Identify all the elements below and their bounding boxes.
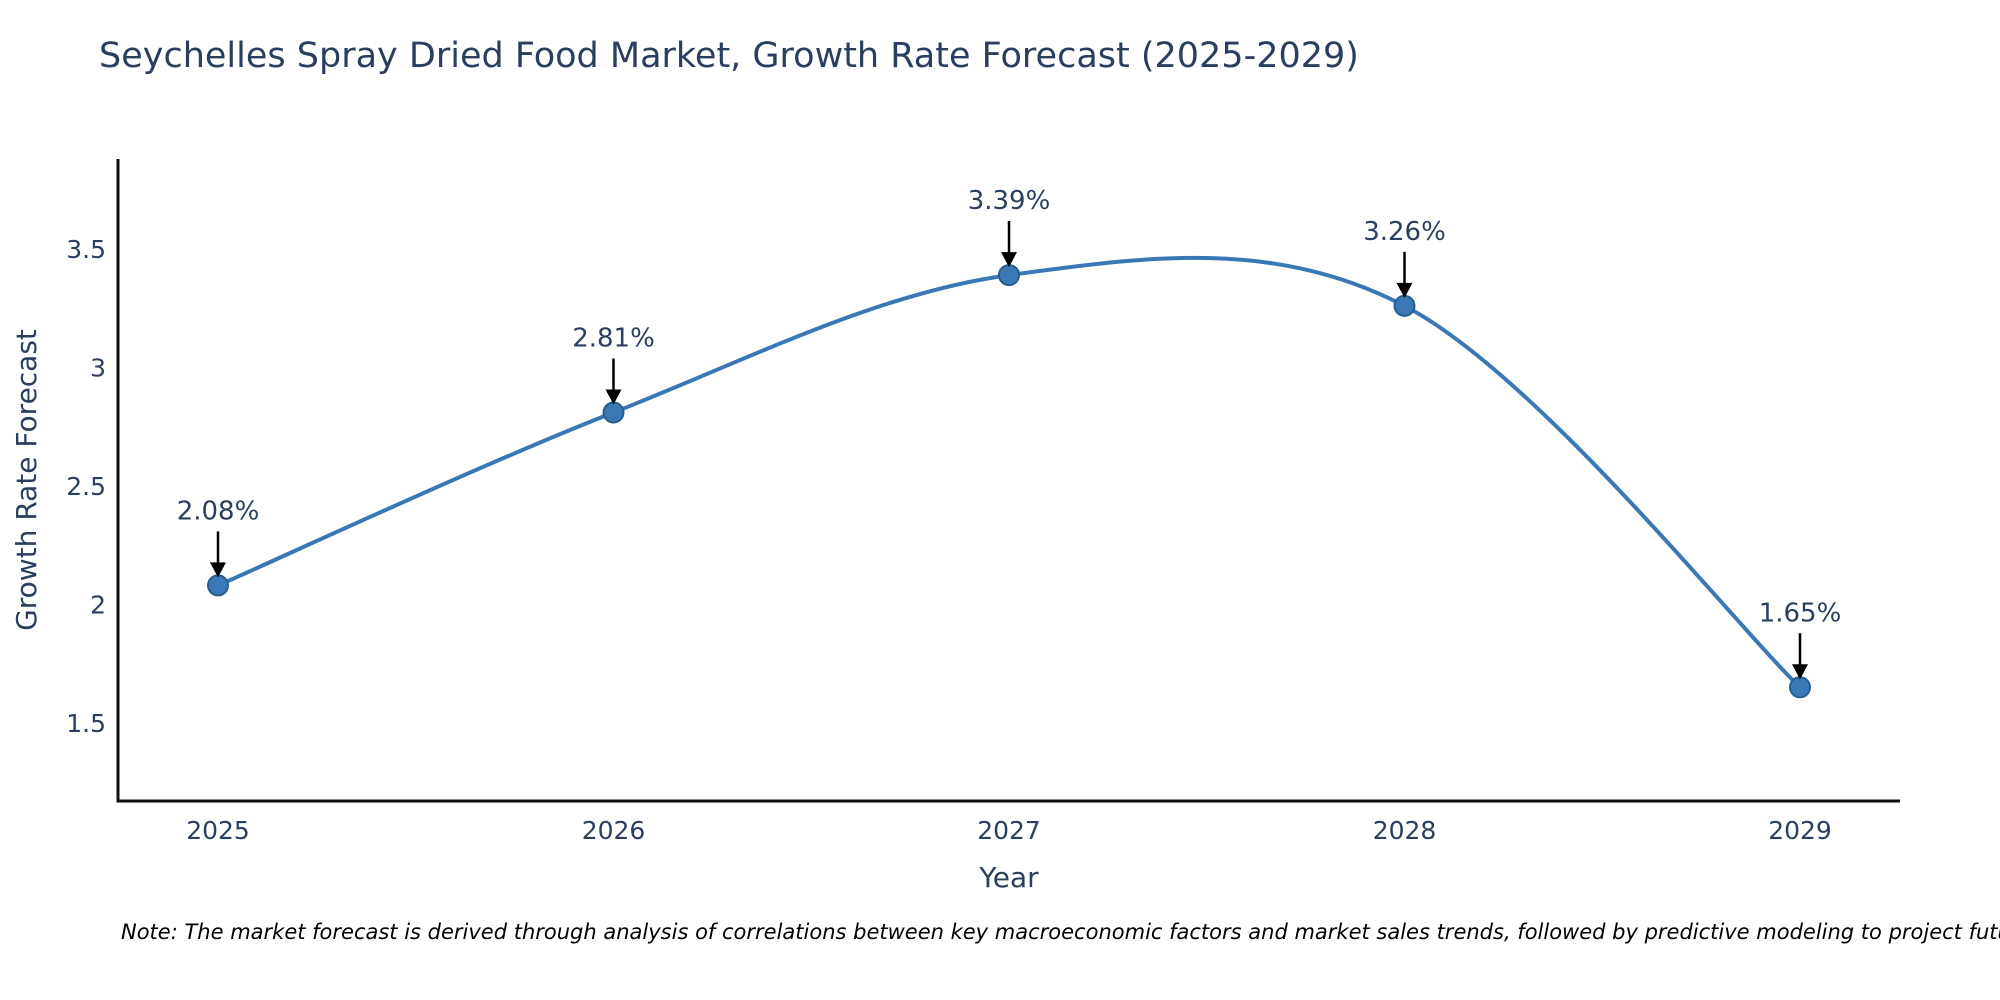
annotation-arrowhead bbox=[1001, 252, 1017, 268]
x-tick-label: 2028 bbox=[1373, 816, 1437, 845]
y-tick-label: 2 bbox=[90, 590, 106, 619]
data-point-label: 1.65% bbox=[1759, 598, 1842, 628]
footnote: Note: The market forecast is derived thr… bbox=[121, 920, 2000, 944]
y-axis-title: Growth Rate Forecast bbox=[10, 329, 43, 631]
y-tick-label: 2.5 bbox=[66, 472, 106, 501]
data-point-label: 2.08% bbox=[177, 496, 260, 526]
y-tick-label: 3.5 bbox=[66, 235, 106, 264]
data-point-marker bbox=[602, 401, 625, 424]
y-tick-label: 1.5 bbox=[66, 709, 106, 738]
y-tick-label: 3 bbox=[90, 353, 106, 382]
data-point-label: 3.39% bbox=[968, 186, 1051, 216]
chart-title: Seychelles Spray Dried Food Market, Grow… bbox=[99, 36, 1359, 76]
x-tick-label: 2026 bbox=[582, 816, 646, 845]
data-point-marker bbox=[207, 574, 229, 597]
data-point-marker bbox=[1789, 676, 1811, 699]
data-point-label: 3.26% bbox=[1363, 217, 1446, 247]
annotation-arrowhead bbox=[1396, 282, 1413, 298]
data-point-marker bbox=[998, 264, 1020, 287]
x-tick-label: 2027 bbox=[977, 816, 1041, 845]
data-point-marker bbox=[1393, 294, 1416, 317]
data-point-label: 2.81% bbox=[572, 323, 655, 353]
x-tick-label: 2029 bbox=[1768, 816, 1832, 845]
series-line bbox=[217, 255, 1802, 689]
x-axis-title: Year bbox=[978, 861, 1039, 894]
annotation-arrowhead bbox=[1792, 664, 1808, 680]
annotation-arrowhead bbox=[210, 562, 226, 578]
annotation-arrowhead bbox=[605, 389, 622, 405]
x-tick-label: 2025 bbox=[186, 816, 250, 845]
